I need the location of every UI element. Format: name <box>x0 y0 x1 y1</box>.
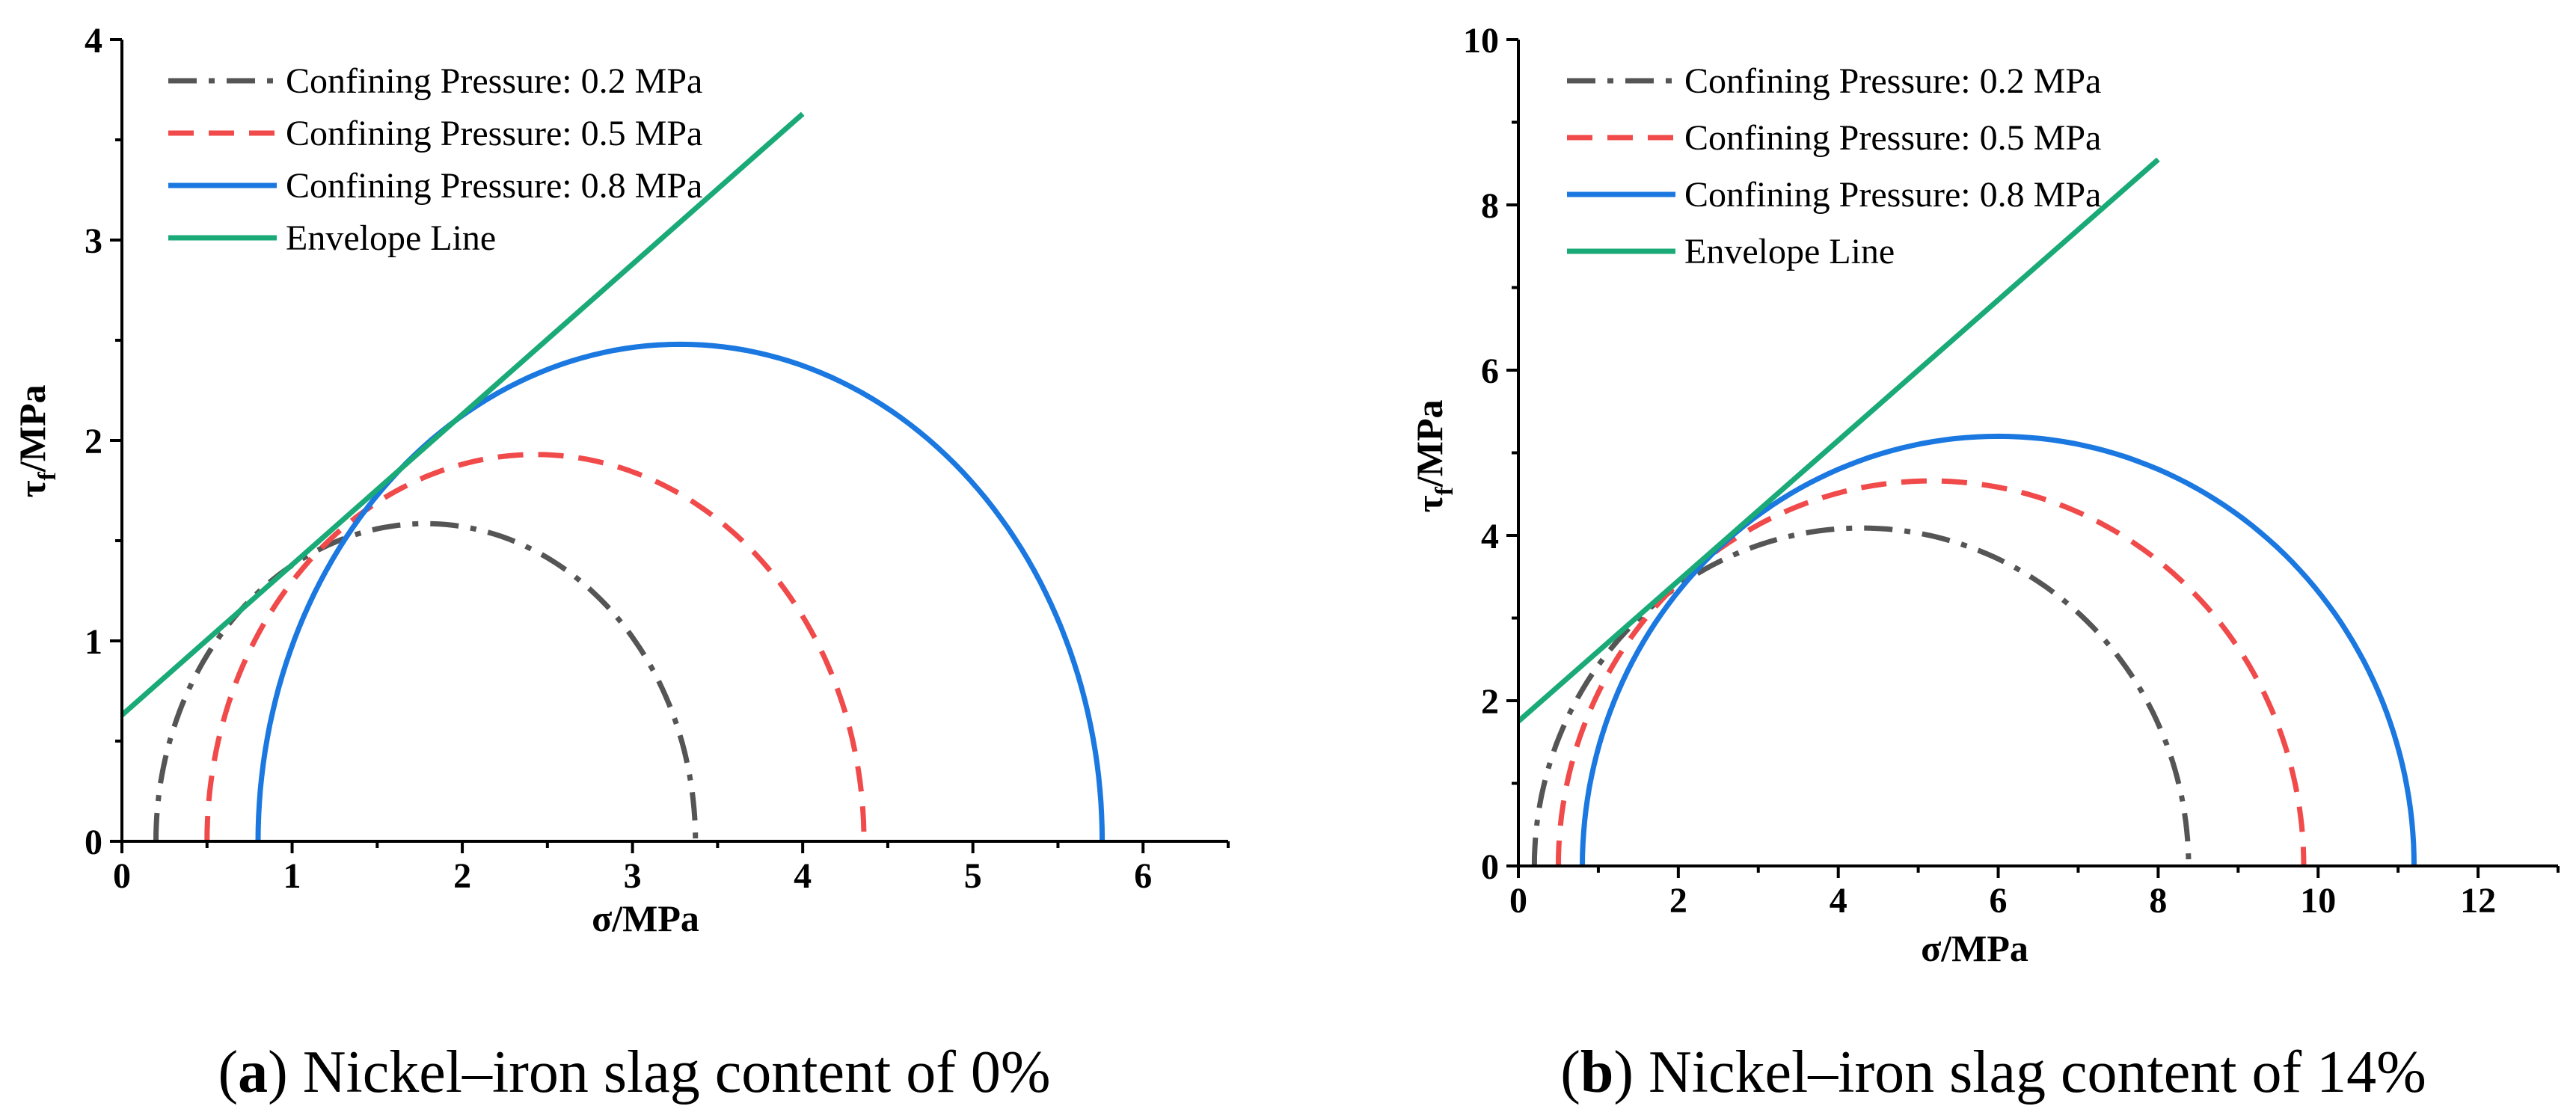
y-tick-label: 10 <box>1463 21 1499 61</box>
y-axis-label: τf/MPa <box>1408 399 1459 512</box>
chart-b-axes: 0 2 4 6 8 10 12 0 2 4 6 8 10 <box>1463 21 2560 921</box>
legend-label: Confining Pressure: 0.8 MPa <box>1684 175 2101 215</box>
legend-label: Envelope Line <box>1684 232 1895 271</box>
series-line-envelope <box>1516 157 2160 724</box>
x-tick-label: 0 <box>1509 881 1527 921</box>
legend-label: Envelope Line <box>286 218 496 258</box>
legend-label: Confining Pressure: 0.5 MPa <box>286 114 702 153</box>
series-line-circle-2 <box>1580 433 2417 867</box>
legend-label: Confining Pressure: 0.2 MPa <box>286 61 702 101</box>
y-tick-label: 3 <box>85 221 102 261</box>
series-line-circle-1 <box>204 452 867 842</box>
chart-a-legend: Confining Pressure: 0.2 MPa Confining Pre… <box>168 61 702 258</box>
x-tick-label: 6 <box>1134 856 1152 896</box>
x-tick-label: 12 <box>2460 881 2496 921</box>
x-tick-label: 5 <box>964 856 982 896</box>
y-tick-label: 8 <box>1481 186 1499 226</box>
y-tick-label: 0 <box>85 823 102 862</box>
x-axis-label: σ/MPa <box>592 897 699 939</box>
x-tick-label: 4 <box>794 856 812 896</box>
x-tick-label: 2 <box>1669 881 1687 921</box>
y-tick-label: 2 <box>85 422 102 461</box>
legend-label: Confining Pressure: 0.8 MPa <box>286 166 702 206</box>
chart-a-axis-labels: σ/MPa τf/MPa <box>11 384 699 939</box>
y-tick-label: 2 <box>1481 682 1499 722</box>
x-tick-label: 2 <box>453 856 471 896</box>
y-tick-label: 1 <box>85 622 102 662</box>
y-tick-label: 0 <box>1481 847 1499 887</box>
x-tick-label: 4 <box>1830 881 1847 921</box>
y-tick-label: 4 <box>1481 517 1499 556</box>
series-line-circle-0 <box>1531 525 2192 867</box>
series-line-envelope <box>120 111 805 717</box>
panel-caption: (b) Nickel–iron slag content of 14% <box>1560 1039 2426 1105</box>
chart-a-marks <box>120 111 1105 842</box>
chart-b-marks <box>1516 157 2417 867</box>
legend-label: Confining Pressure: 0.5 MPa <box>1684 118 2101 158</box>
y-tick-label: 4 <box>85 21 102 61</box>
x-tick-label: 3 <box>624 856 642 896</box>
chart-panel-b: 0 2 4 6 8 10 12 0 2 4 6 8 10 Confining Pressure: 0.2… <box>1408 21 2560 1105</box>
series-line-circle-2 <box>255 341 1105 842</box>
chart-b-axis-labels: σ/MPa τf/MPa <box>1408 399 2028 969</box>
x-tick-label: 0 <box>113 856 131 896</box>
chart-a-axes: 0 1 2 3 4 5 6 0 1 2 3 4 <box>85 21 1230 896</box>
panel-caption: (a) Nickel–iron slag content of 0% <box>218 1039 1050 1105</box>
chart-panel-a: 0 1 2 3 4 5 6 0 1 2 3 4 Confining Pressure: 0.2 MPa… <box>11 21 1230 1105</box>
series-line-circle-1 <box>1556 478 2307 867</box>
x-tick-label: 6 <box>1990 881 2008 921</box>
y-tick-label: 6 <box>1481 351 1499 391</box>
series-line-circle-0 <box>153 520 699 842</box>
y-axis-label: τf/MPa <box>11 384 61 497</box>
chart-b-legend: Confining Pressure: 0.2 MPa Confining Pre… <box>1567 61 2101 271</box>
x-tick-label: 10 <box>2300 881 2336 921</box>
legend-label: Confining Pressure: 0.2 MPa <box>1684 61 2101 101</box>
x-tick-label: 1 <box>283 856 301 896</box>
x-tick-label: 8 <box>2149 881 2167 921</box>
x-axis-label: σ/MPa <box>1921 927 2028 969</box>
